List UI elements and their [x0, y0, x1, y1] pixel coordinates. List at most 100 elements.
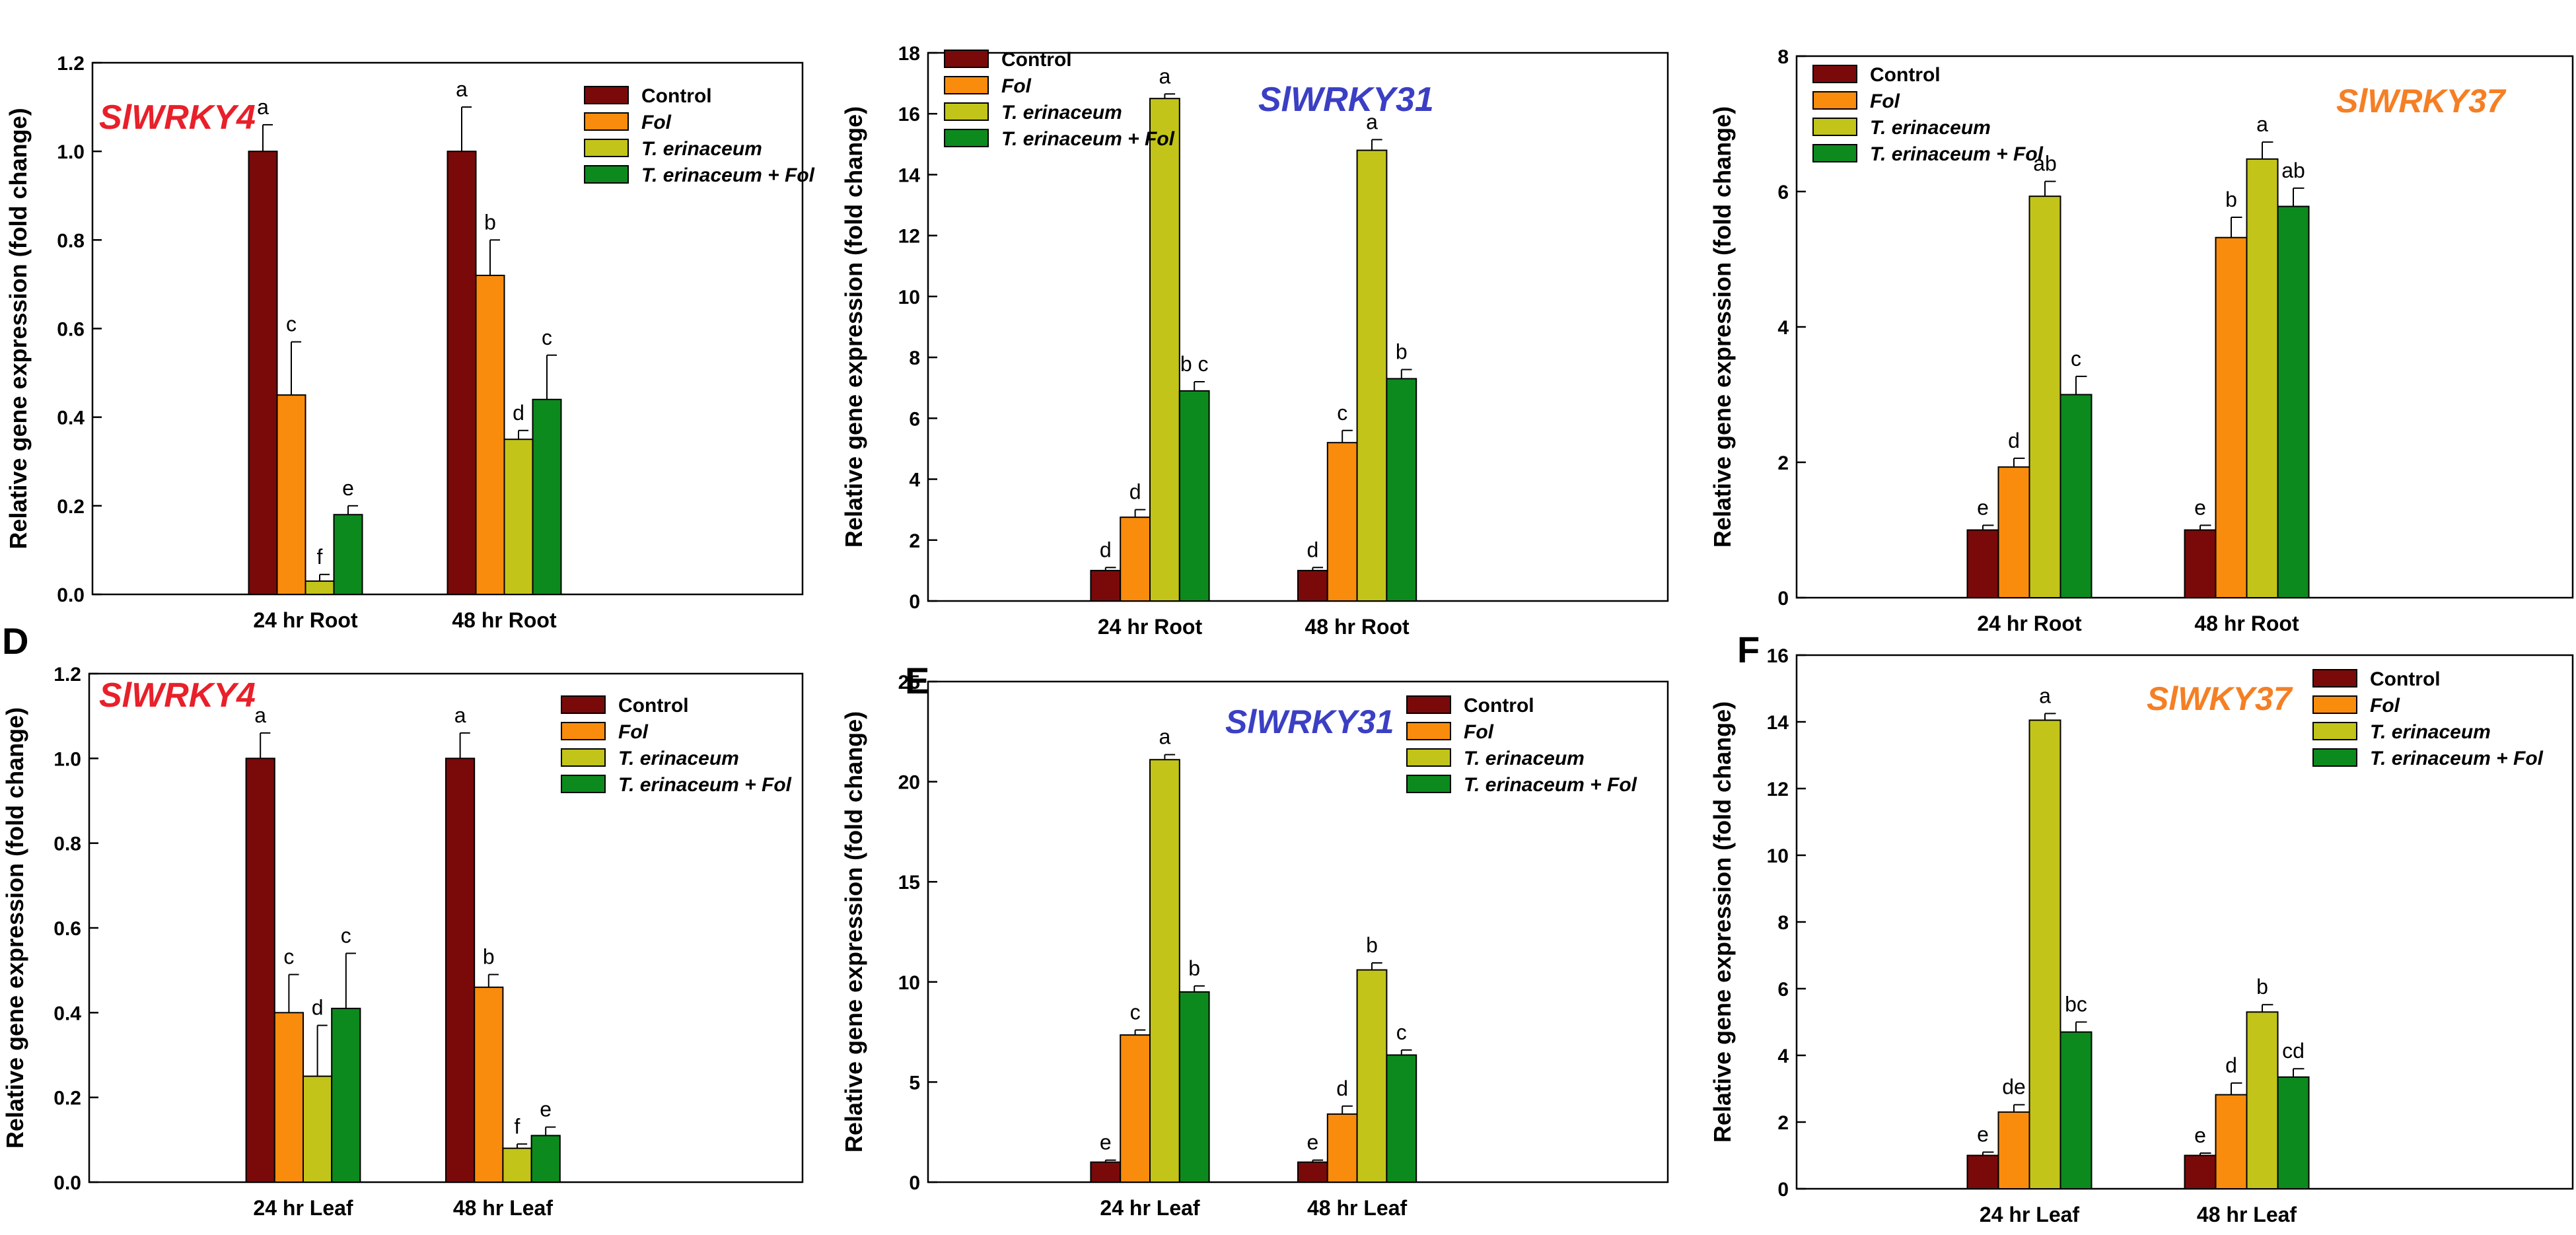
- significance-label: e: [342, 476, 354, 500]
- y-tick-label: 0.4: [54, 1003, 81, 1024]
- bar: [474, 986, 504, 1183]
- y-tick-label: 16: [898, 104, 920, 125]
- bar: [1326, 442, 1358, 602]
- significance-label: d: [312, 996, 324, 1020]
- y-tick-label: 16: [1767, 645, 1789, 667]
- bar: [1997, 466, 2030, 598]
- significance-label: d: [1336, 1076, 1348, 1100]
- significance-label: c: [283, 945, 294, 969]
- chart-title: SlWRKY37: [2336, 83, 2507, 120]
- significance-label: b: [1396, 340, 1408, 364]
- legend-swatch: [944, 129, 989, 147]
- bar: [245, 758, 275, 1183]
- significance-label: c: [1396, 1020, 1407, 1044]
- legend-swatch: [561, 722, 606, 740]
- legend-swatch: [2312, 695, 2357, 714]
- legend-swatch: [584, 86, 629, 104]
- significance-label: d: [1307, 538, 1319, 561]
- legend-swatch: [944, 76, 989, 94]
- chart-panel-4: 0.0 0.2 0.4 0.6 0.8 1.0 1.2 Relative gene expre…: [1, 620, 804, 1220]
- y-tick-label: 12: [1767, 779, 1789, 800]
- legend-swatch: [944, 102, 989, 121]
- y-tick-label: 6: [1777, 182, 1789, 203]
- x-category-label: 48 hr Leaf: [453, 1196, 554, 1220]
- y-tick-label: 15: [898, 872, 920, 894]
- y-tick-label: 1.2: [57, 53, 85, 75]
- y-tick-label: 10: [898, 972, 920, 994]
- y-axis-label: Relative gene expression (fold change): [840, 106, 867, 547]
- significance-label: e: [1977, 495, 1989, 519]
- chart-panel-3: 0 2 4 6 8 Relative gene expression (fold chan…: [1709, 46, 2574, 635]
- bar: [2246, 1011, 2279, 1189]
- y-tick-label: 8: [1777, 46, 1789, 68]
- legend-swatch: [2312, 669, 2357, 688]
- y-tick-label: 0.2: [57, 496, 85, 518]
- y-tick-label: 0.0: [54, 1172, 81, 1194]
- x-category-label: 24 hr Root: [1977, 612, 2082, 635]
- legend-label: T. erinaceum: [2370, 721, 2491, 743]
- panel-letter: F: [1737, 629, 1760, 670]
- legend-label: T. erinaceum: [618, 748, 739, 769]
- y-tick-label: 10: [898, 287, 920, 308]
- y-tick-label: 25: [898, 672, 920, 693]
- chart-title: SlWRKY31: [1258, 81, 1434, 119]
- y-tick-label: 0.6: [57, 319, 85, 341]
- y-tick-label: 10: [1767, 845, 1789, 867]
- bar: [2028, 719, 2061, 1189]
- y-tick-label: 0.8: [54, 833, 81, 855]
- significance-label: b: [484, 210, 496, 234]
- x-category-label: 48 hr Leaf: [1307, 1196, 1408, 1220]
- significance-label: a: [257, 95, 269, 119]
- x-category-label: 24 hr Root: [253, 608, 358, 632]
- legend-label: Control: [1464, 695, 1534, 717]
- legend-label: Fol: [1870, 90, 1900, 112]
- legend-label: Fol: [2370, 695, 2400, 717]
- bar: [333, 514, 363, 595]
- bar: [1178, 991, 1210, 1183]
- bar: [1090, 1161, 1122, 1183]
- y-tick-label: 6: [909, 408, 920, 430]
- y-axis-label: Relative gene expression (fold change): [1709, 106, 1736, 547]
- legend-swatch: [584, 139, 629, 157]
- y-tick-label: 1.0: [54, 748, 81, 770]
- legend-swatch: [1406, 748, 1451, 767]
- significance-label: ab: [2281, 159, 2305, 182]
- bar: [475, 275, 505, 595]
- y-tick-label: 0: [1777, 1179, 1789, 1201]
- bar: [1356, 969, 1388, 1183]
- bar: [1966, 1154, 1999, 1189]
- legend-label: T. erinaceum + Fol: [1001, 128, 1175, 150]
- significance-label: e: [1100, 1131, 1112, 1154]
- y-tick-label: 4: [909, 470, 920, 491]
- bar: [303, 1075, 333, 1183]
- significance-label: b: [2225, 188, 2237, 211]
- significance-label: cd: [2282, 1039, 2305, 1063]
- bar: [445, 758, 476, 1183]
- bar: [502, 1147, 532, 1183]
- legend-swatch: [1812, 144, 1857, 162]
- significance-label: a: [2039, 684, 2051, 707]
- legend-swatch: [944, 50, 989, 68]
- y-tick-label: 1.2: [54, 664, 81, 686]
- bar: [1297, 1161, 1328, 1183]
- bar: [331, 1007, 361, 1183]
- significance-label: a: [456, 77, 468, 101]
- bar: [1386, 378, 1417, 602]
- legend-label: T. erinaceum: [1870, 117, 1991, 139]
- bar: [1297, 569, 1328, 602]
- bar: [503, 439, 534, 595]
- legend-label: Fol: [1464, 721, 1494, 743]
- y-tick-label: 2: [1777, 1112, 1789, 1134]
- y-tick-label: 5: [909, 1072, 920, 1094]
- y-tick-label: 0.4: [57, 407, 85, 429]
- legend-label: T. erinaceum: [1001, 102, 1122, 124]
- significance-label: d: [1100, 538, 1112, 561]
- significance-label: c: [1130, 1001, 1141, 1024]
- x-category-label: 24 hr Leaf: [253, 1196, 353, 1220]
- bar: [2059, 1031, 2093, 1190]
- bar: [1356, 149, 1388, 602]
- significance-label: b: [1188, 956, 1200, 980]
- bar: [1326, 1113, 1358, 1183]
- bar: [1120, 516, 1151, 602]
- y-tick-label: 1.0: [57, 141, 85, 163]
